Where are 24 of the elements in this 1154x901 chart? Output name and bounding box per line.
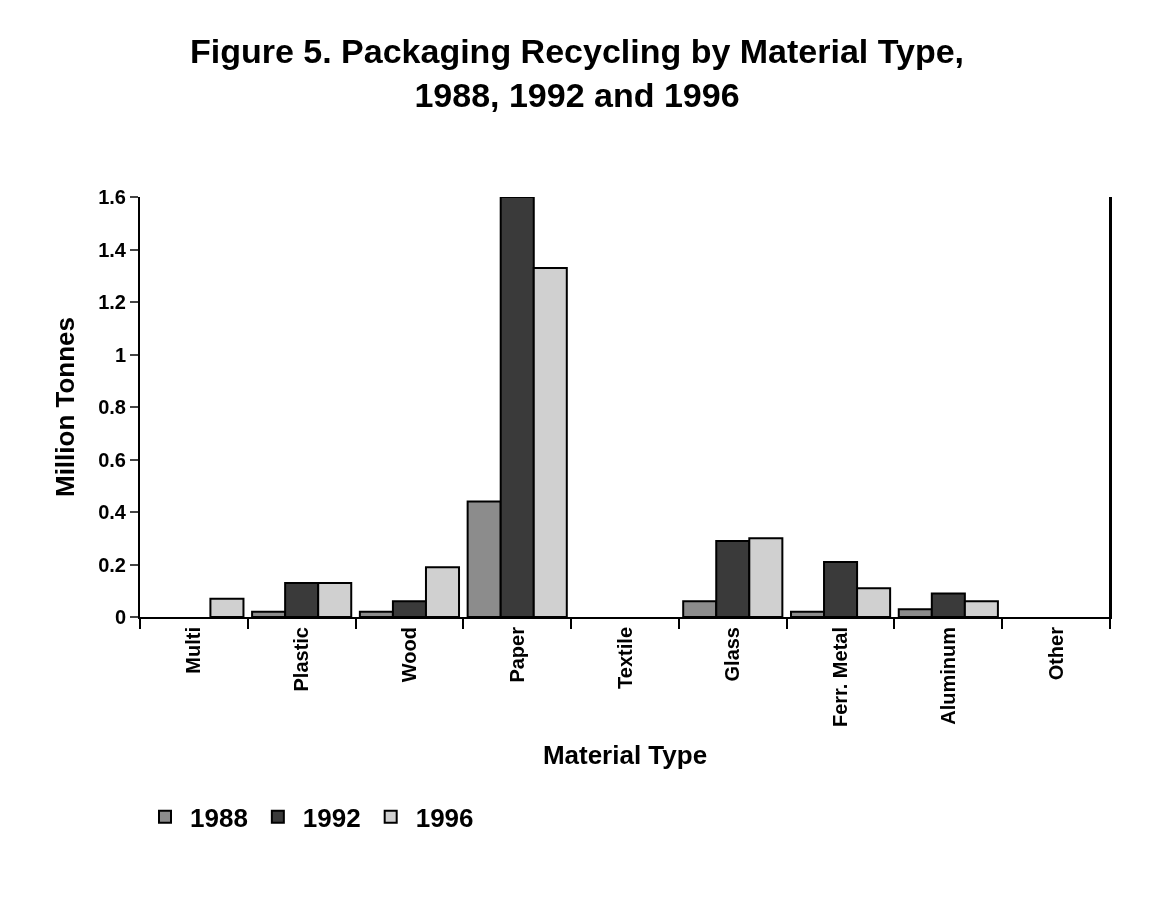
legend-label: 1992 (302, 802, 361, 833)
x-axis-title: Material Type (542, 740, 708, 771)
y-tick-label: 1 (114, 343, 126, 366)
y-tick-label: 0.4 (98, 501, 127, 523)
y-axis-title: Million Tonnes (50, 316, 81, 498)
y-tick-label: 1.6 (98, 186, 126, 208)
y-tick-label: 0.6 (98, 448, 126, 471)
x-tick-label: Other (1044, 626, 1067, 681)
x-tick-label: Multi (182, 627, 205, 674)
y-tick-label: 0.8 (98, 396, 126, 418)
x-tick-label: Plastic (290, 627, 313, 692)
y-tick-label: 0.2 (98, 553, 126, 576)
y-tick-label: 1.4 (98, 238, 127, 261)
x-tick-label: Aluminum (936, 627, 959, 725)
y-tick-label: 1.2 (98, 291, 126, 313)
x-tick-label: Wood (397, 627, 420, 683)
x-tick-label: Ferr. Metal (829, 627, 852, 728)
x-tick-label: Textile (613, 627, 636, 689)
y-tick-label: 0 (114, 606, 126, 628)
chart-title: Figure 5. Packaging Recycling by Material Type, 1988, 1992 and 1996 (189, 32, 965, 115)
x-tick-label: Glass (721, 627, 744, 682)
legend-label: 1996 (415, 802, 474, 833)
x-tick-label: Paper (505, 626, 528, 683)
legend-label: 1988 (190, 802, 248, 833)
